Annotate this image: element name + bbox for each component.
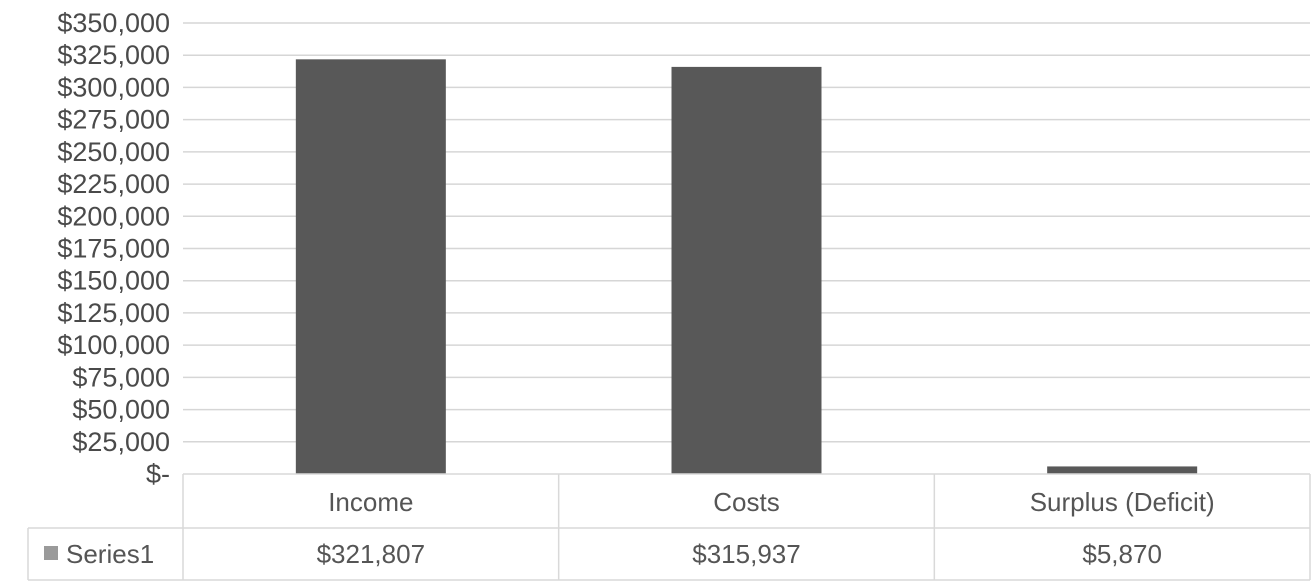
category-label: Costs	[713, 487, 779, 517]
y-tick-label: $275,000	[57, 105, 170, 135]
y-tick-label: $25,000	[72, 427, 170, 457]
data-table-value: $321,807	[317, 539, 425, 569]
bar	[295, 59, 446, 474]
y-tick-label: $325,000	[57, 40, 170, 70]
y-tick-label: $350,000	[57, 8, 170, 38]
y-tick-label: $100,000	[57, 330, 170, 360]
y-tick-label: $175,000	[57, 234, 170, 264]
bars	[295, 59, 1198, 474]
bar	[671, 66, 822, 474]
legend-key	[44, 546, 58, 560]
legend-series-name: Series1	[66, 539, 154, 569]
bar	[1047, 466, 1198, 474]
y-tick-label: $200,000	[57, 201, 170, 231]
y-tick-label: $50,000	[72, 395, 170, 425]
category-label: Income	[328, 487, 413, 517]
y-tick-label: $300,000	[57, 72, 170, 102]
data-table-value: $5,870	[1082, 539, 1162, 569]
y-tick-label: $-	[146, 459, 170, 489]
y-tick-label: $250,000	[57, 137, 170, 167]
data-table-value: $315,937	[692, 539, 800, 569]
y-tick-label: $150,000	[57, 266, 170, 296]
category-label: Surplus (Deficit)	[1030, 487, 1215, 517]
y-tick-label: $75,000	[72, 362, 170, 392]
y-axis-tick-labels: $-$25,000$50,000$75,000$100,000$125,000$…	[57, 8, 170, 489]
y-tick-label: $225,000	[57, 169, 170, 199]
data-table: Income Costs Surplus (Deficit) Series1 $321,…	[27, 473, 1311, 581]
y-tick-label: $125,000	[57, 298, 170, 328]
